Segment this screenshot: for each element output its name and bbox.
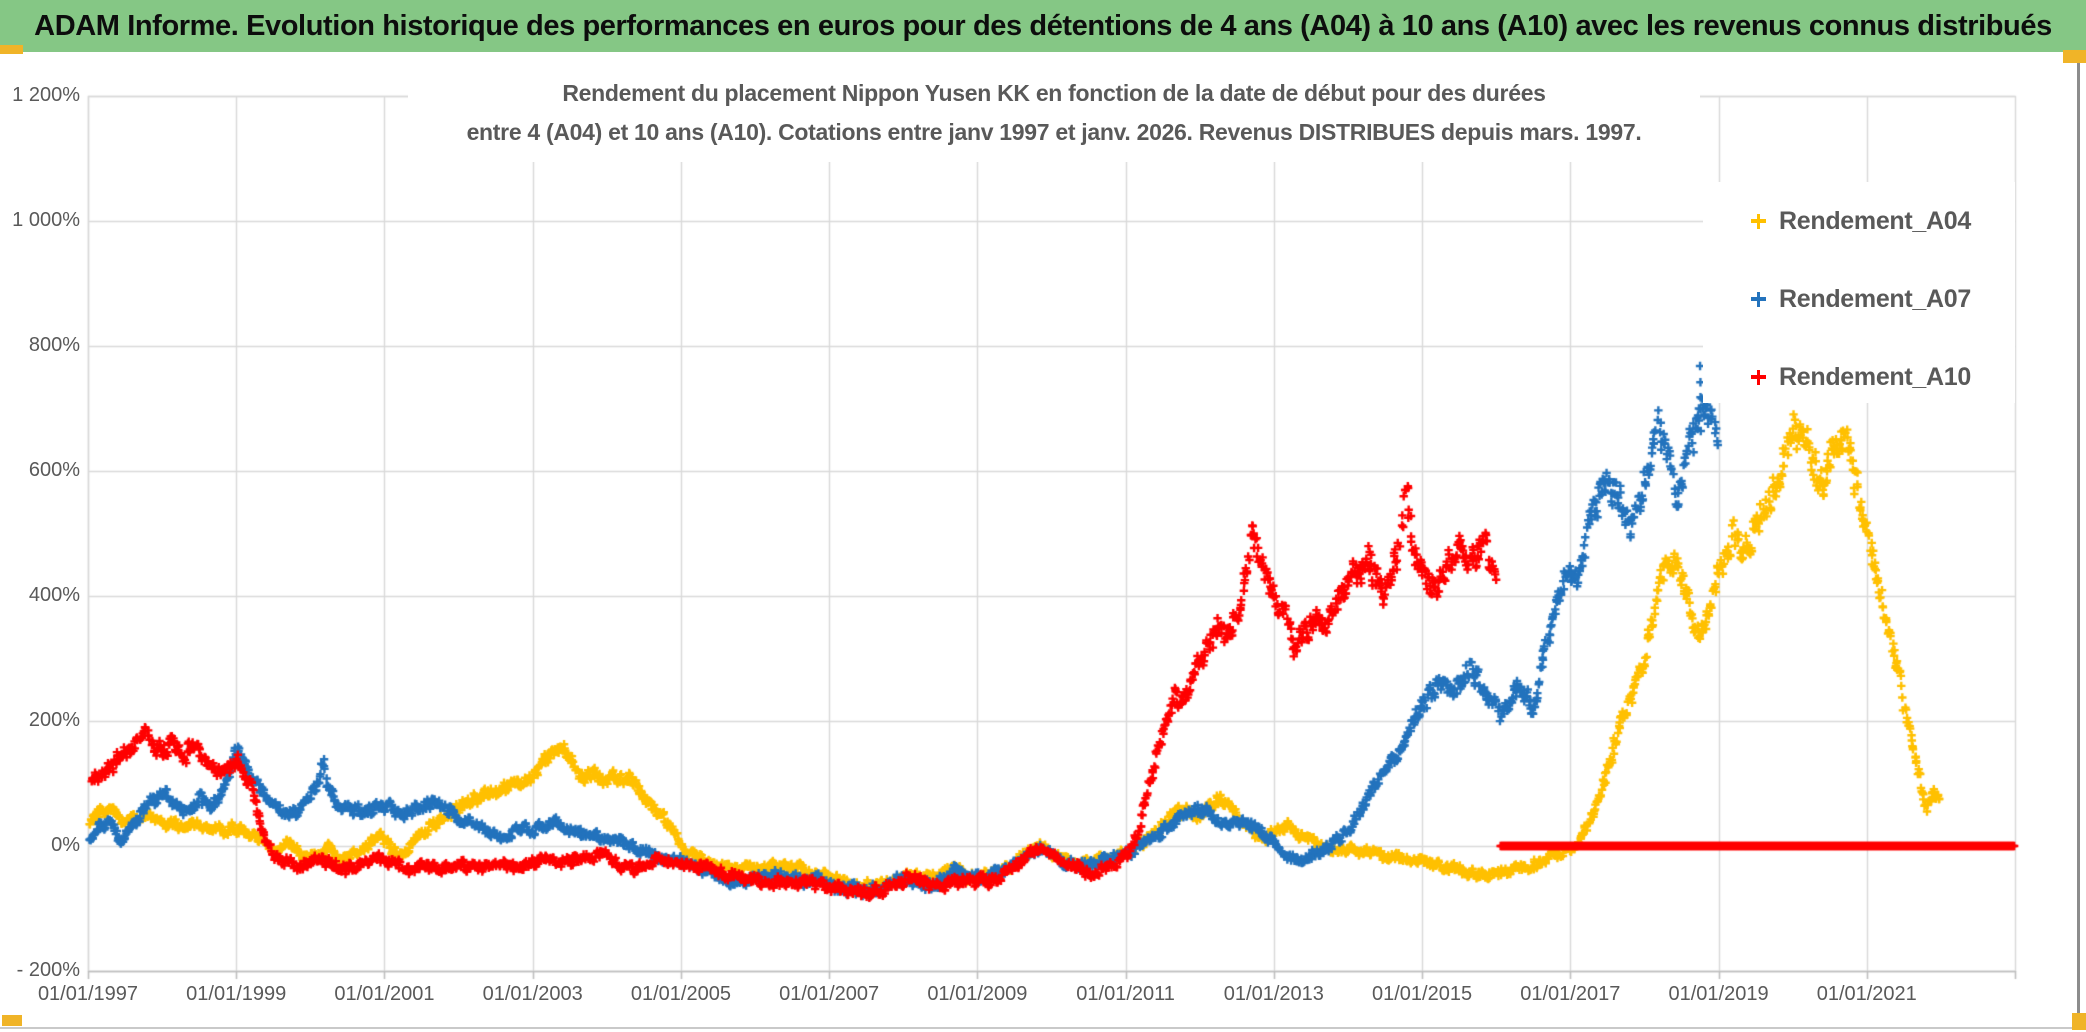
corner-accent-bottom-right (2072, 1013, 2086, 1030)
x-tick-label: 01/01/2009 (927, 983, 1028, 1005)
x-tick-label: 01/01/2007 (779, 983, 880, 1005)
chart-title-line-1: Rendement du placement Nippon Yusen KK e… (562, 80, 1546, 106)
x-tick-label: 01/01/1997 (37, 983, 139, 1005)
y-tick-label: 400% (28, 584, 80, 606)
legend-item-rendement-a07: Rendement_A07 (1751, 282, 1971, 316)
corner-accent-top-right (2063, 50, 2086, 63)
x-tick-label: 01/01/2003 (482, 983, 583, 1005)
y-tick-label: 1 000% (12, 209, 80, 231)
y-tick-label: - 200% (16, 959, 80, 981)
window-border-bottom (0, 1027, 2086, 1029)
header-banner: ADAM Informe. Evolution historique des p… (0, 0, 2086, 52)
legend-label: Rendement_A04 (1779, 206, 1971, 235)
legend-label: Rendement_A10 (1779, 362, 1971, 391)
chart-legend: Rendement_A04 Rendement_A07 Rendement_A1… (1703, 182, 2015, 403)
y-tick-label: 1 200% (12, 84, 80, 106)
x-tick-label: 01/01/2005 (630, 983, 731, 1005)
corner-accent-bottom-left (2, 1015, 22, 1026)
y-tick-label: 200% (28, 709, 80, 731)
x-tick-label: 01/01/1999 (186, 983, 287, 1005)
plus-marker-icon (1751, 291, 1766, 307)
y-tick-label: 600% (28, 459, 80, 481)
legend-label: Rendement_A07 (1779, 284, 1971, 313)
plus-marker-icon (1751, 369, 1766, 385)
y-tick-label: 800% (28, 334, 80, 356)
chart-title: Rendement du placement Nippon Yusen KK e… (408, 74, 1700, 162)
window-border-right (2077, 54, 2080, 1030)
x-tick-label: 01/01/2013 (1223, 983, 1324, 1005)
page-title: ADAM Informe. Evolution historique des p… (34, 9, 2052, 42)
x-tick-label: 01/01/2001 (334, 983, 435, 1005)
plus-marker-icon (1751, 213, 1766, 229)
x-tick-label: 01/01/2017 (1520, 983, 1621, 1005)
x-tick-label: 01/01/2011 (1076, 983, 1175, 1005)
legend-item-rendement-a10: Rendement_A10 (1751, 360, 1971, 394)
x-tick-label: 01/01/2019 (1668, 983, 1769, 1005)
legend-item-rendement-a04: Rendement_A04 (1751, 204, 1971, 238)
y-tick-label: 0% (51, 834, 80, 856)
corner-accent-top-left (0, 45, 23, 54)
x-tick-label: 01/01/2015 (1372, 983, 1473, 1005)
chart-title-line-2: entre 4 (A04) et 10 ans (A10). Cotations… (466, 119, 1642, 145)
x-tick-label: 01/01/2021 (1816, 983, 1917, 1005)
